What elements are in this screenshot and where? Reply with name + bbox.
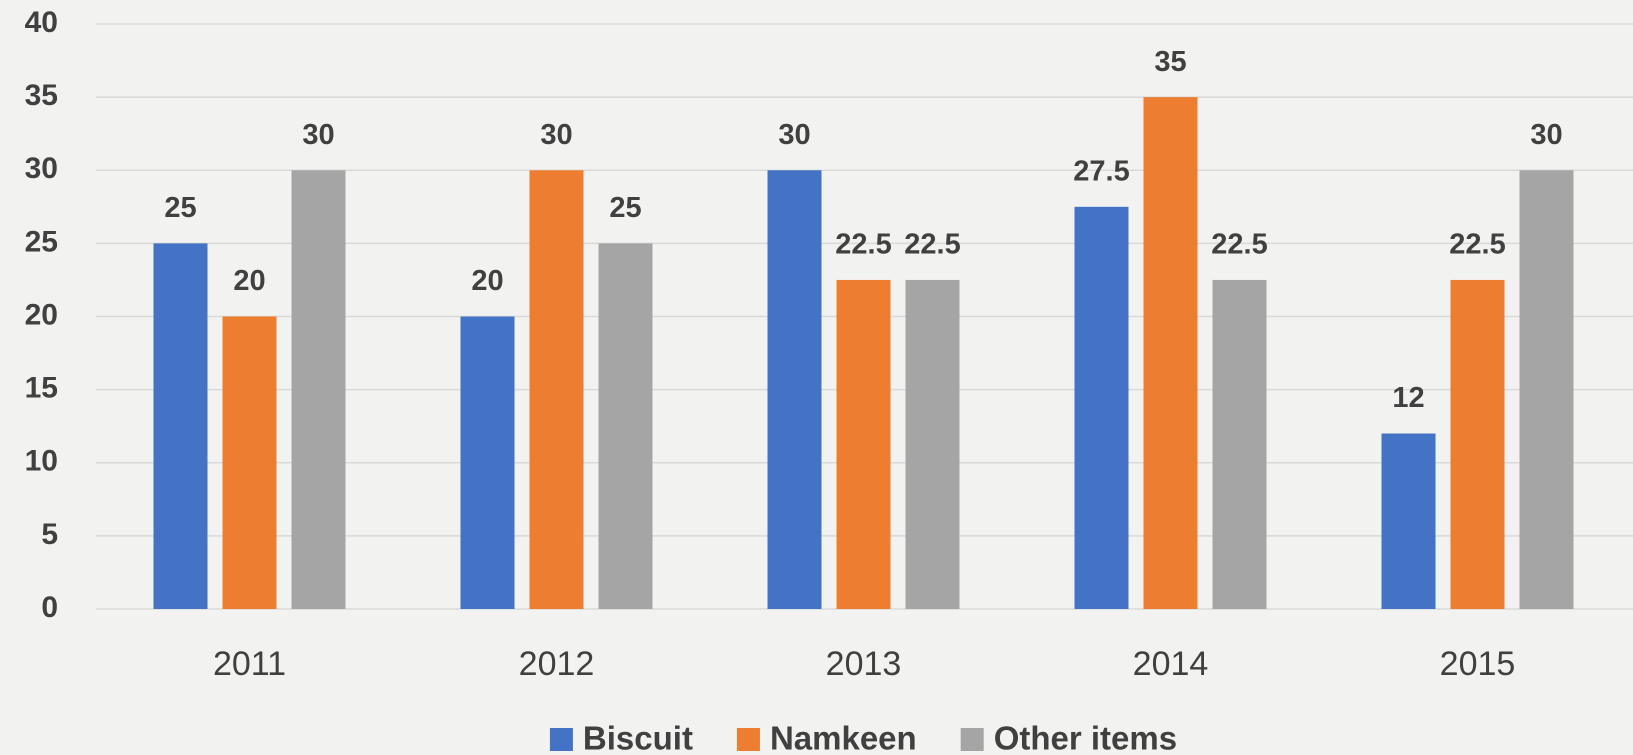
legend-swatch <box>961 728 984 751</box>
x-tick-label: 2013 <box>826 645 902 683</box>
y-tick-label: 0 <box>41 591 58 624</box>
x-tick-label: 2014 <box>1133 645 1209 683</box>
bar <box>1520 170 1574 609</box>
value-label: 22.5 <box>835 229 891 261</box>
bar <box>1213 280 1267 609</box>
bar <box>223 317 277 610</box>
legend-label: Namkeen <box>770 720 917 755</box>
legend-label: Biscuit <box>583 720 693 755</box>
value-label: 25 <box>164 192 196 224</box>
bar <box>461 317 515 610</box>
bar <box>1075 207 1129 609</box>
bar <box>1382 434 1436 610</box>
bar <box>837 280 891 609</box>
bar <box>1144 97 1198 609</box>
value-label: 25 <box>609 192 641 224</box>
y-tick-label: 10 <box>25 445 58 478</box>
bar <box>154 243 208 609</box>
value-label: 22.5 <box>1211 229 1267 261</box>
value-label: 27.5 <box>1073 155 1129 187</box>
value-label: 20 <box>471 265 503 297</box>
value-label: 30 <box>1530 119 1562 151</box>
y-tick-label: 25 <box>25 225 58 258</box>
bar <box>530 170 584 609</box>
x-tick-label: 2011 <box>213 645 286 683</box>
x-tick-label: 2015 <box>1440 645 1516 683</box>
y-tick-label: 40 <box>25 6 58 39</box>
value-label: 30 <box>540 119 572 151</box>
value-label: 30 <box>302 119 334 151</box>
legend-swatch <box>737 728 760 751</box>
y-tick-label: 30 <box>25 152 58 185</box>
value-label: 20 <box>233 265 265 297</box>
page: 0 5 10 15 20 25 30 35 40 2011 25 20 30 2012 20 30 25 2013… <box>0 0 1633 755</box>
value-label: 22.5 <box>1449 229 1505 261</box>
bar <box>906 280 960 609</box>
legend-swatch <box>550 728 573 751</box>
y-tick-label: 35 <box>25 79 58 112</box>
y-tick-label: 5 <box>41 518 58 551</box>
legend-label: Other items <box>994 720 1177 755</box>
chart: 0 5 10 15 20 25 30 35 40 2011 25 20 30 2012 20 30 25 2013… <box>0 0 1633 755</box>
bar <box>599 243 653 609</box>
bar <box>292 170 346 609</box>
value-label: 35 <box>1154 46 1186 78</box>
y-tick-label: 15 <box>25 372 58 405</box>
value-label: 12 <box>1392 382 1424 414</box>
x-tick-label: 2012 <box>519 645 595 683</box>
bar <box>1451 280 1505 609</box>
bar <box>768 170 822 609</box>
y-tick-label: 20 <box>25 298 58 331</box>
value-label: 22.5 <box>904 229 960 261</box>
value-label: 30 <box>778 119 810 151</box>
